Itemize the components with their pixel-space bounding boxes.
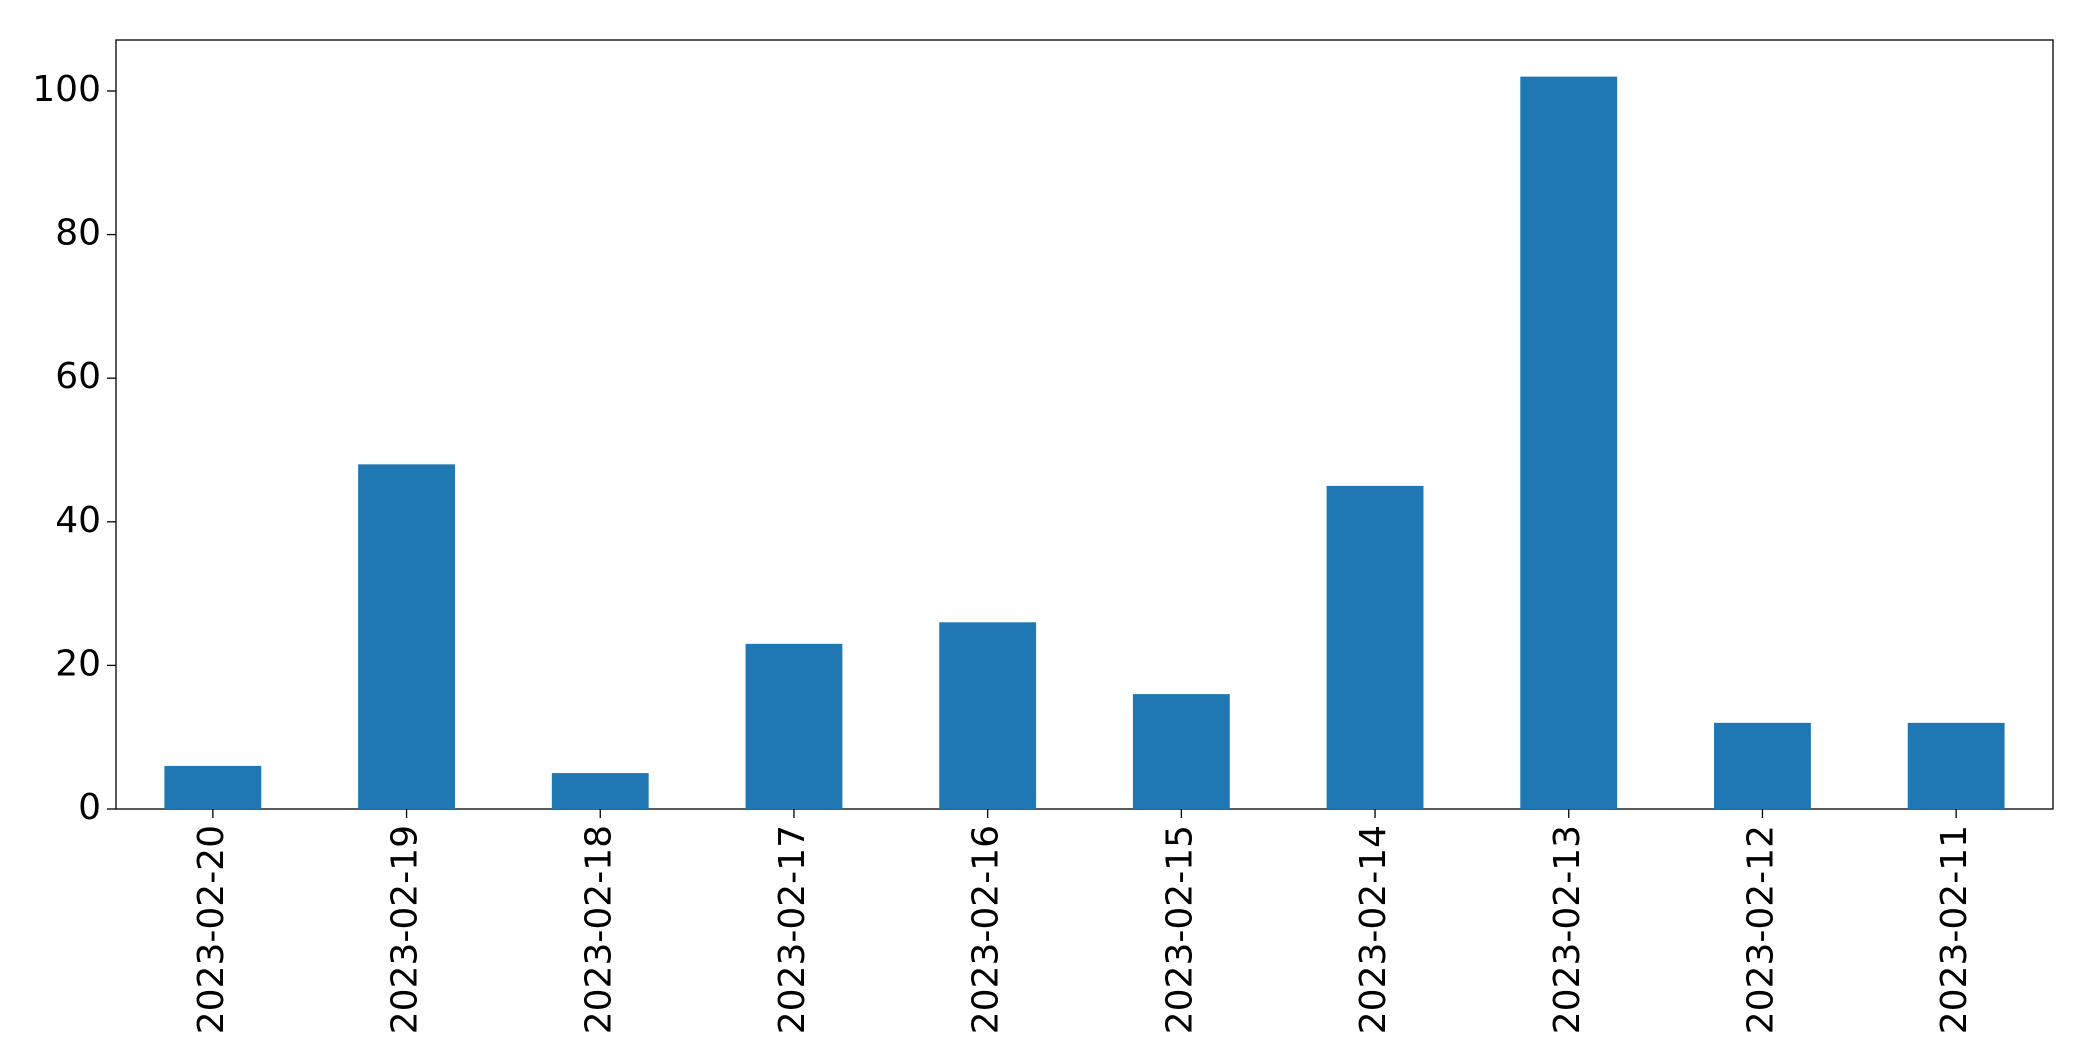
x-tick-label: 2023-02-11 [1934,825,1975,1034]
x-tick-label: 2023-02-13 [1547,825,1588,1034]
x-tick-label: 2023-02-18 [578,825,619,1034]
bar [745,643,843,809]
bar [551,773,649,809]
x-tick-label: 2023-02-15 [1159,825,1200,1034]
x-tick-label: 2023-02-17 [772,825,813,1034]
x-tick-label: 2023-02-14 [1353,825,1394,1034]
bar [358,464,455,809]
bar [1714,722,1811,809]
y-tick-label: 80 [55,213,101,254]
y-tick-label: 60 [55,356,101,397]
plot-frame [115,39,2054,810]
y-tick-label: 0 [78,787,101,828]
bar [1907,722,2005,809]
bar [164,765,262,809]
x-tick-label: 2023-02-16 [966,825,1007,1034]
y-tick-label: 20 [55,643,101,684]
bar [1132,694,1230,809]
bar [1520,76,1618,810]
bar [939,622,1037,809]
x-tick-label: 2023-02-12 [1740,825,1781,1034]
bar [1326,485,1424,809]
x-tick-label: 2023-02-20 [191,825,232,1034]
y-tick-label: 100 [32,69,101,110]
y-tick-label: 40 [55,500,101,541]
x-tick-label: 2023-02-19 [385,825,426,1034]
